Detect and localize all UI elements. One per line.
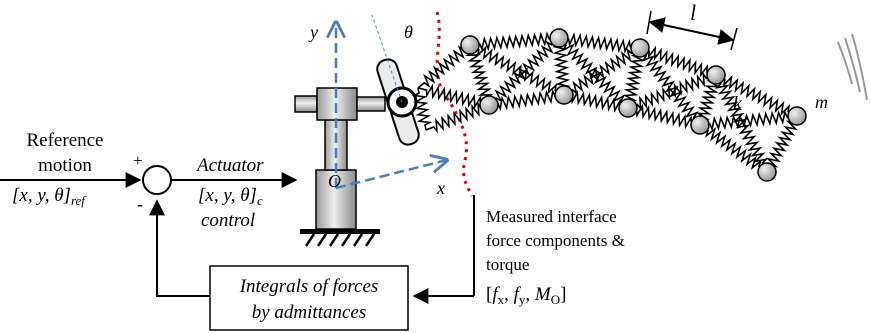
spring [469,44,565,96]
spring [558,37,629,109]
mass-nodes [460,28,807,182]
horizontal-rod [294,95,318,113]
spring [639,47,701,126]
measured-line1: Measured interface [486,207,617,226]
y-axis-label: y [308,22,318,42]
motion-lines [837,33,868,101]
origin-label: O [328,171,341,191]
spring [622,47,646,109]
spring [563,47,641,96]
spring-constant-label: k [733,93,743,115]
actuator-mechanism [294,58,420,247]
mass-node [460,35,480,55]
minus-sign: - [137,194,143,214]
mass-node [706,65,726,85]
x-axis [335,160,447,190]
spring [425,101,490,134]
mass-node [690,115,710,135]
plus-sign: + [133,151,143,170]
x-axis-label: x [436,178,445,198]
theta-label: θ [404,22,413,42]
actuator-vector: [x, y, θ]c [198,185,263,208]
measured-line3: torque [486,255,529,274]
mass-node [787,106,807,126]
length-annotation [646,10,738,51]
mass-node [630,38,650,58]
mass-node [549,28,569,48]
integrals-line1: Integrals of forces [239,276,379,297]
spring [695,74,721,126]
arm-link [356,96,386,112]
spring [558,32,641,54]
reference-label-line2: motion [38,155,92,176]
measured-line2: force components & [486,231,625,250]
spring [714,74,769,173]
actuator-control-label: control [201,210,255,231]
spring [715,74,798,117]
mass-label: m [815,92,828,112]
ground-hatch [304,233,376,247]
integrals-box [209,265,409,331]
feedback-line [149,199,210,297]
reference-vector: [x, y, θ]ref [12,185,87,208]
spring [627,71,717,112]
actuator-label: Actuator [195,155,264,176]
spring [488,37,560,106]
spring [699,109,798,132]
spring [488,88,565,112]
spring [627,103,701,130]
spring [639,45,717,78]
integrals-line2: by admittances [252,302,367,323]
measured-vector: [fx, fy, MO] [486,284,566,307]
mass-node [757,162,777,182]
mass-node [618,98,638,118]
ground-base [300,229,380,234]
coordinate-axes [335,14,447,190]
spring-network [411,31,799,173]
length-label: l [690,0,696,25]
mass-node [554,85,574,105]
spring [417,44,471,89]
summing-junction [142,165,172,195]
reference-label-line1: Reference [27,130,104,151]
spring [765,115,799,173]
spring [417,83,490,110]
spring [699,124,768,173]
spring [469,31,560,52]
mass-node [479,95,499,115]
spring [411,87,433,131]
